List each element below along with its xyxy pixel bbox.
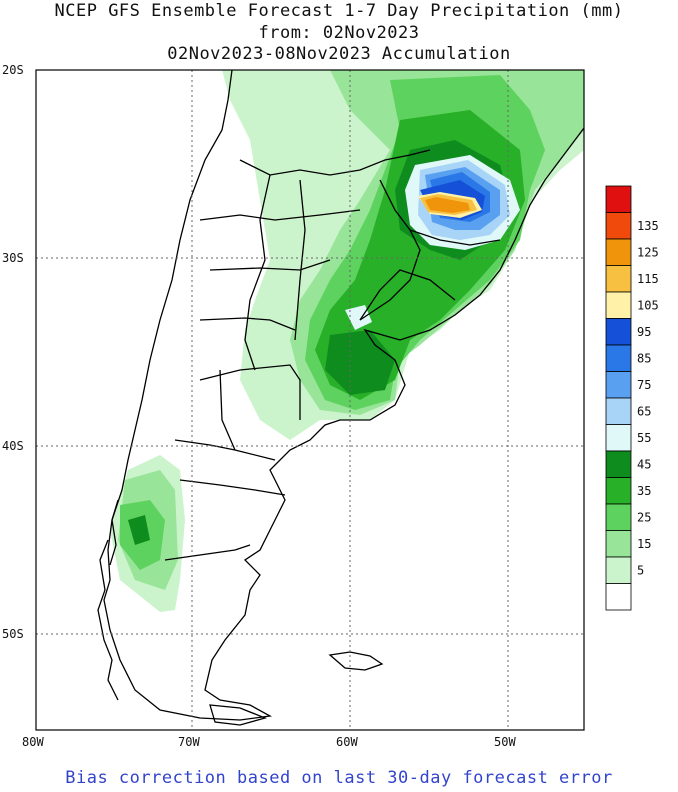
lat-label: 30S [2, 251, 24, 265]
legend-swatch [605, 371, 632, 399]
lon-label: 60W [336, 735, 358, 749]
lon-label: 70W [178, 735, 200, 749]
chile-islands [109, 499, 119, 566]
coastlines-and-borders [97, 70, 584, 726]
chile-islands [97, 539, 119, 701]
lat-label: 50S [2, 627, 24, 641]
legend-label: 85 [637, 352, 651, 366]
legend-swatch [605, 265, 632, 293]
legend-label: 95 [637, 325, 651, 339]
country-border [244, 174, 271, 371]
falkland-islands [328, 651, 384, 671]
legend-label: 15 [637, 537, 651, 551]
latitude-labels: 20S 30S 40S 50S [2, 63, 24, 641]
province-border [219, 369, 236, 451]
country-border [164, 544, 251, 561]
graticule [36, 70, 584, 730]
legend-label: 125 [637, 246, 659, 260]
forecast-init-date: from: 02Nov2023 [258, 23, 420, 43]
lat-label: 40S [2, 439, 24, 453]
country-border [239, 149, 431, 176]
legend-label: 135 [637, 219, 659, 233]
country-border [174, 439, 276, 461]
legend-swatch [605, 291, 632, 319]
legend-swatch [605, 477, 632, 505]
province-border [199, 209, 361, 221]
legend-swatch [605, 556, 632, 584]
legend-label: 75 [637, 378, 651, 392]
country-border [199, 364, 301, 420]
country-border [359, 269, 456, 321]
province-border [294, 179, 306, 341]
precip-45mm-area [128, 515, 150, 545]
country-border [409, 229, 501, 246]
legend-swatch [605, 450, 632, 478]
accumulation-period: 02Nov2023-08Nov2023 Accumulation [167, 44, 511, 64]
legend-swatch [605, 318, 632, 346]
lon-label: 80W [22, 735, 44, 749]
country-border [359, 179, 421, 321]
legend-swatch [605, 583, 632, 611]
province-border [209, 259, 331, 271]
legend-label: 35 [637, 484, 651, 498]
longitude-labels: 80W 70W 60W 50W [22, 735, 516, 749]
legend-swatch [605, 212, 632, 240]
precipitation-shading [110, 70, 584, 612]
legend-swatch [605, 397, 632, 425]
legend-label: 45 [637, 458, 651, 472]
legend-swatch [605, 424, 632, 452]
legend-label: 55 [637, 431, 651, 445]
lon-label: 50W [494, 735, 516, 749]
legend-swatch [605, 344, 632, 372]
chart-title: NCEP GFS Ensemble Forecast 1-7 Day Preci… [54, 1, 624, 21]
province-border [179, 479, 286, 496]
legend-label: 25 [637, 511, 651, 525]
tierra-del-fuego [209, 704, 268, 726]
color-legend: 135 125 115 105 95 85 75 65 55 45 35 25 15 5 [605, 185, 659, 611]
legend-label: 105 [637, 299, 659, 313]
precip-125mm-area [425, 197, 470, 213]
province-border [199, 317, 296, 331]
legend-label: 115 [637, 272, 659, 286]
legend-swatch [605, 185, 632, 213]
map-frame [35, 69, 585, 731]
legend-swatch [605, 503, 632, 531]
legend-label: 65 [637, 405, 651, 419]
bias-correction-note: Bias correction based on last 30-day for… [65, 768, 613, 788]
lat-label: 20S [2, 63, 24, 77]
south-america-coastline [103, 70, 584, 721]
legend-label: 5 [637, 564, 644, 578]
legend-swatch [605, 530, 632, 558]
legend-swatch [605, 238, 632, 266]
